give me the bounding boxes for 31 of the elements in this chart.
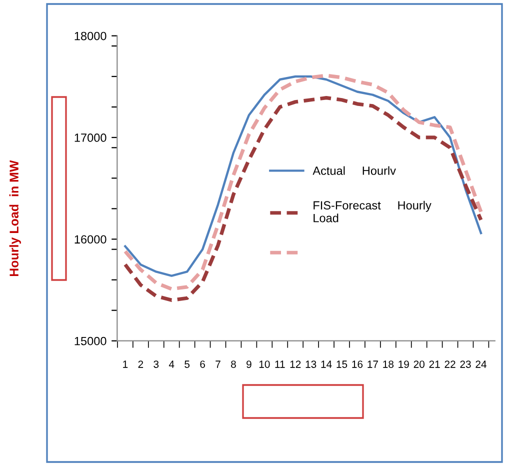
y-tick-label: 17000 — [74, 134, 106, 142]
x-tick-label: 7 — [216, 360, 220, 368]
x-tick-label: 13 — [306, 360, 316, 368]
x-tick-label: 9 — [246, 360, 252, 368]
x-tick-label: 5 — [184, 360, 190, 368]
x-tick-label: 1 — [123, 360, 128, 368]
x-tick-label: 12 — [290, 360, 301, 368]
x-tick-label: 23 — [460, 360, 471, 368]
legend-label: FIS-Forecast Hourly Load — [314, 200, 432, 222]
y-tick-label: 15000 — [74, 336, 106, 346]
legend-label: Actual Hourlv — [312, 166, 396, 175]
x-tick-label: 19 — [398, 360, 409, 368]
x-tick-label: 15 — [336, 360, 348, 368]
x-tick-label: 16 — [352, 360, 363, 368]
x-tick-label: 11 — [275, 360, 285, 368]
x-tick-label: 2 — [138, 360, 144, 368]
x-tick-label: 14 — [321, 360, 332, 368]
x-tick-label: 20 — [414, 360, 424, 368]
x-tick-label: 3 — [154, 360, 159, 368]
x-tick-label: 21 — [429, 360, 440, 368]
x-tick-label: 24 — [476, 360, 486, 368]
x-tick-label: 22 — [444, 360, 456, 368]
x-tick-label: 17 — [368, 360, 378, 368]
x-tick-label: 4 — [168, 360, 174, 368]
y-axis-title: Hourly Load in MW — [9, 160, 21, 276]
x-tick-label: 10 — [259, 360, 270, 368]
x-tick-label: 6 — [200, 360, 205, 368]
x-tick-label: 18 — [383, 360, 394, 368]
y-tick-label: 18000 — [74, 32, 106, 40]
y-tick-label: 16000 — [74, 235, 106, 244]
x-tick-label: 8 — [231, 360, 236, 368]
